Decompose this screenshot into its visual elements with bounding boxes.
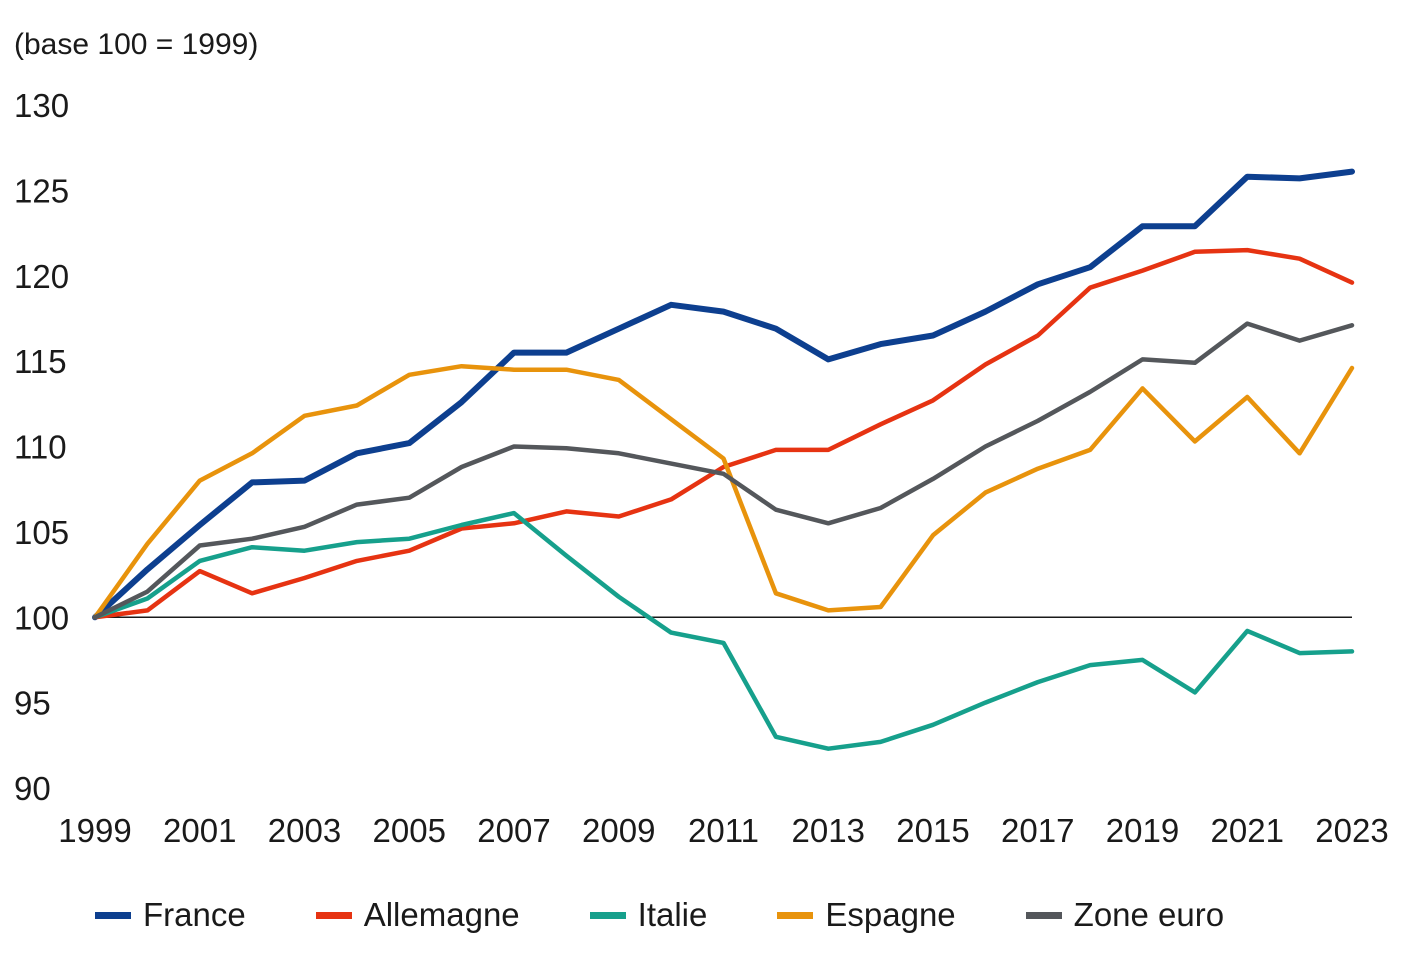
series-line-italie [92,510,1355,751]
legend-label: France [143,896,246,933]
y-tick-label: 115 [14,343,67,380]
y-tick-label: 130 [14,87,69,124]
x-tick-label: 2015 [896,812,969,849]
y-tick-label: 125 [14,172,69,209]
legend-swatch [589,911,626,919]
x-tick-label: 2019 [1106,812,1179,849]
legend-item-allemagne: Allemagne [315,896,520,934]
x-tick-label: 2003 [268,812,341,849]
x-tick-label: 2007 [477,812,550,849]
x-tick-label: 2009 [582,812,655,849]
series-line-espagne [92,363,1355,620]
series-line-france [92,168,1355,621]
x-tick-label: 2023 [1315,812,1388,849]
legend-swatch [777,911,814,919]
series-lines [92,168,1355,751]
x-tick-label: 2001 [163,812,236,849]
legend-item-zone-euro: Zone euro [1025,896,1225,934]
x-tick-label: 1999 [58,812,131,849]
x-tick-label: 2021 [1211,812,1284,849]
y-tick-label: 105 [14,514,69,551]
legend: France Allemagne Italie Espagne Zone euro [95,885,1395,945]
x-tick-label: 2017 [1001,812,1074,849]
y-tick-label: 110 [14,429,67,466]
x-tick-label: 2005 [373,812,446,849]
legend-label: Italie [637,896,708,933]
y-axis: 90 95 100 105 110 115 120 125 130 [14,87,69,807]
legend-label: Allemagne [363,896,520,933]
legend-swatch [1025,911,1062,919]
legend-item-france: France [95,896,246,934]
unit-label: (base 100 = 1999) [14,28,258,61]
y-tick-label: 120 [14,258,69,295]
x-tick-label: 2011 [688,812,759,849]
legend-item-espagne: Espagne [777,896,956,934]
legend-label: Zone euro [1073,896,1225,933]
y-tick-label: 90 [14,770,51,807]
series-line-allemagne [92,247,1355,620]
legend-label: Espagne [825,896,956,933]
legend-swatch [95,911,131,919]
y-tick-label: 100 [14,599,69,636]
x-tick-label: 2013 [792,812,865,849]
series-line-zone-euro [92,321,1355,620]
y-tick-label: 95 [14,685,51,722]
legend-swatch [315,911,352,919]
legend-item-italie: Italie [589,896,708,934]
x-axis: 1999 2001 2003 2005 2007 2009 2011 2013 2015 2017… [58,812,1388,849]
